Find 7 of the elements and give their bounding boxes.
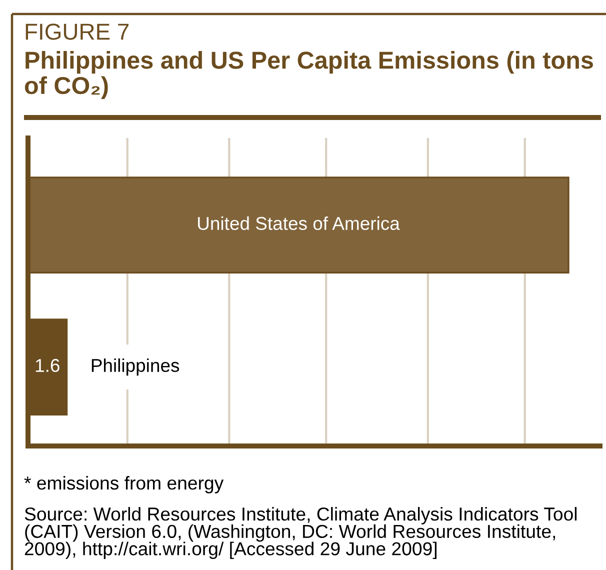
source-note: Source: World Resources Institute, Climate Analysis Indicators Tool (CAIT) Version 6.0, (Washington, DC: World Resources Institute, 2009), http://cait.wri.org/ [Accessed 29 June 2009] — [24, 507, 577, 560]
chart-title: Philippines and US Per Capita Emissions (in tons of CO₂) — [24, 51, 593, 99]
y-tick-label: Philippines — [92, 358, 180, 376]
y-tick-label: United States of America — [198, 216, 400, 230]
text: * emissions from energy — [24, 476, 224, 494]
chart-subtitle: FIGURE 7 — [26, 24, 129, 40]
data-label: 1.6 — [36, 358, 60, 372]
